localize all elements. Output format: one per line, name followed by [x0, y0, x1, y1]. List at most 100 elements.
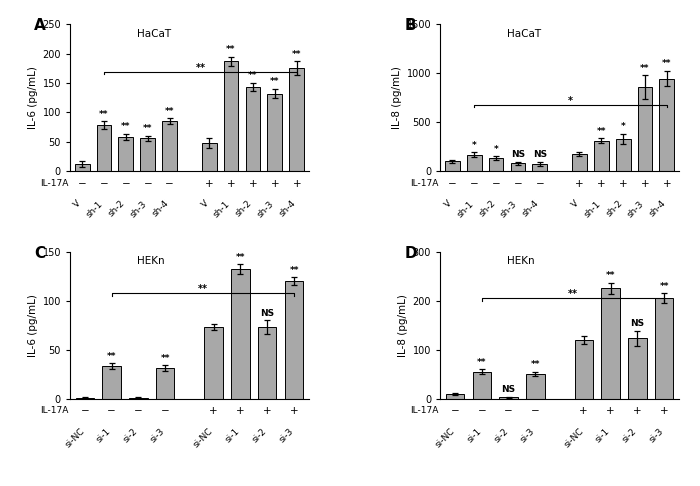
- Text: −: −: [448, 178, 456, 189]
- Text: NS: NS: [511, 150, 525, 159]
- Text: NS: NS: [501, 385, 516, 394]
- Text: HEKn: HEKn: [507, 256, 535, 266]
- Text: +: +: [236, 406, 245, 416]
- Text: **: **: [531, 361, 540, 369]
- Text: HEKn: HEKn: [137, 256, 164, 266]
- Y-axis label: IL-8 (pg/mL): IL-8 (pg/mL): [393, 66, 402, 129]
- Bar: [118, 137, 133, 171]
- Bar: [444, 161, 460, 171]
- Text: −: −: [134, 406, 143, 416]
- Bar: [156, 368, 174, 399]
- Text: **: **: [248, 71, 258, 80]
- Text: IL-17A: IL-17A: [40, 179, 69, 188]
- Text: sh-3: sh-3: [499, 199, 519, 219]
- Text: si-3: si-3: [148, 426, 167, 444]
- Text: +: +: [209, 406, 218, 416]
- Y-axis label: IL-6 (pg/mL): IL-6 (pg/mL): [28, 294, 38, 357]
- Text: **: **: [606, 271, 615, 280]
- Text: +: +: [640, 178, 650, 189]
- Text: si-2: si-2: [621, 426, 638, 444]
- Text: D: D: [405, 246, 417, 261]
- Bar: [616, 139, 631, 171]
- Bar: [75, 164, 90, 171]
- Text: **: **: [289, 265, 299, 275]
- Text: +: +: [293, 178, 301, 189]
- Text: **: **: [160, 354, 170, 363]
- Text: **: **: [292, 50, 302, 59]
- Text: +: +: [619, 178, 627, 189]
- Bar: [162, 121, 177, 171]
- Text: +: +: [205, 178, 214, 189]
- Text: +: +: [227, 178, 235, 189]
- Text: sh-2: sh-2: [604, 199, 624, 219]
- Text: −: −: [531, 406, 540, 416]
- Text: **: **: [270, 77, 279, 86]
- Text: **: **: [568, 289, 578, 299]
- Text: +: +: [633, 406, 642, 416]
- Text: **: **: [143, 124, 153, 133]
- Bar: [102, 366, 120, 399]
- Text: +: +: [660, 406, 668, 416]
- Text: +: +: [597, 178, 606, 189]
- Bar: [594, 141, 609, 171]
- Text: sh-1: sh-1: [212, 199, 232, 219]
- Text: si-3: si-3: [278, 426, 295, 444]
- Bar: [575, 340, 593, 399]
- Text: V: V: [570, 199, 580, 209]
- Text: −: −: [107, 406, 116, 416]
- Text: si-1: si-1: [594, 426, 612, 444]
- Text: V: V: [199, 199, 210, 209]
- Bar: [140, 138, 155, 171]
- Text: −: −: [451, 406, 459, 416]
- Text: si-1: si-1: [466, 426, 483, 444]
- Text: −: −: [165, 178, 174, 189]
- Bar: [76, 398, 94, 399]
- Bar: [572, 155, 587, 171]
- Text: sh-4: sh-4: [521, 199, 541, 219]
- Text: si-2: si-2: [251, 426, 269, 444]
- Text: si-1: si-1: [224, 426, 241, 444]
- Bar: [473, 372, 491, 399]
- Text: +: +: [248, 178, 258, 189]
- Text: si-2: si-2: [492, 426, 510, 444]
- Text: si-3: si-3: [519, 426, 537, 444]
- Bar: [267, 94, 282, 171]
- Text: −: −: [161, 406, 169, 416]
- Text: **: **: [659, 282, 669, 291]
- Text: −: −: [504, 406, 513, 416]
- Text: si-1: si-1: [95, 426, 113, 444]
- Text: −: −: [99, 178, 108, 189]
- Text: NS: NS: [533, 150, 547, 159]
- Text: *: *: [621, 122, 626, 131]
- Text: IL-17A: IL-17A: [410, 179, 439, 188]
- Text: −: −: [514, 178, 522, 189]
- Text: A: A: [34, 18, 46, 34]
- Bar: [533, 164, 547, 171]
- Text: HaCaT: HaCaT: [507, 29, 541, 39]
- Text: NS: NS: [630, 319, 645, 329]
- Text: **: **: [236, 253, 245, 262]
- Text: +: +: [663, 178, 671, 189]
- Text: +: +: [290, 406, 298, 416]
- Bar: [258, 327, 276, 399]
- Bar: [97, 125, 111, 171]
- Bar: [510, 163, 526, 171]
- Text: **: **: [99, 109, 108, 119]
- Text: B: B: [405, 18, 416, 34]
- Text: −: −: [491, 178, 500, 189]
- Bar: [659, 79, 674, 171]
- Text: −: −: [536, 178, 544, 189]
- Bar: [601, 289, 620, 399]
- Text: NS: NS: [260, 309, 274, 318]
- Text: **: **: [121, 122, 131, 131]
- Bar: [289, 69, 304, 171]
- Text: *: *: [472, 141, 477, 150]
- Text: +: +: [270, 178, 279, 189]
- Text: **: **: [165, 106, 174, 116]
- Text: **: **: [226, 45, 236, 54]
- Y-axis label: IL-6 (pg/mL): IL-6 (pg/mL): [28, 66, 38, 129]
- Text: +: +: [580, 406, 588, 416]
- Text: **: **: [640, 64, 650, 72]
- Text: sh-4: sh-4: [150, 199, 171, 219]
- Text: IL-17A: IL-17A: [40, 406, 68, 416]
